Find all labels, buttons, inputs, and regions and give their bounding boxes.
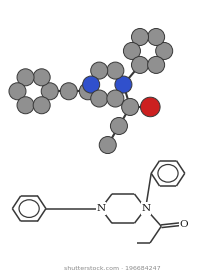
FancyBboxPatch shape [96, 202, 106, 215]
Circle shape [107, 90, 124, 107]
Circle shape [91, 90, 108, 107]
Circle shape [79, 83, 96, 100]
Text: shutterstock.com · 196684247: shutterstock.com · 196684247 [64, 266, 160, 271]
Circle shape [148, 56, 165, 73]
Circle shape [60, 83, 77, 100]
Circle shape [131, 56, 149, 73]
Circle shape [148, 29, 165, 46]
Circle shape [33, 69, 50, 86]
Circle shape [17, 97, 34, 114]
Circle shape [122, 99, 139, 115]
Circle shape [110, 118, 127, 134]
Circle shape [9, 83, 26, 100]
Circle shape [156, 43, 173, 59]
Circle shape [131, 29, 149, 46]
Text: N: N [141, 204, 150, 213]
Circle shape [91, 62, 108, 79]
Circle shape [83, 76, 100, 93]
Circle shape [41, 83, 58, 100]
Circle shape [99, 137, 116, 153]
Text: O: O [180, 220, 188, 229]
Circle shape [123, 43, 140, 59]
Text: N: N [96, 204, 105, 213]
Circle shape [115, 76, 132, 93]
FancyBboxPatch shape [179, 218, 189, 230]
Circle shape [33, 97, 50, 114]
Circle shape [107, 62, 124, 79]
Circle shape [17, 69, 34, 86]
FancyBboxPatch shape [141, 202, 151, 215]
Circle shape [140, 97, 160, 117]
